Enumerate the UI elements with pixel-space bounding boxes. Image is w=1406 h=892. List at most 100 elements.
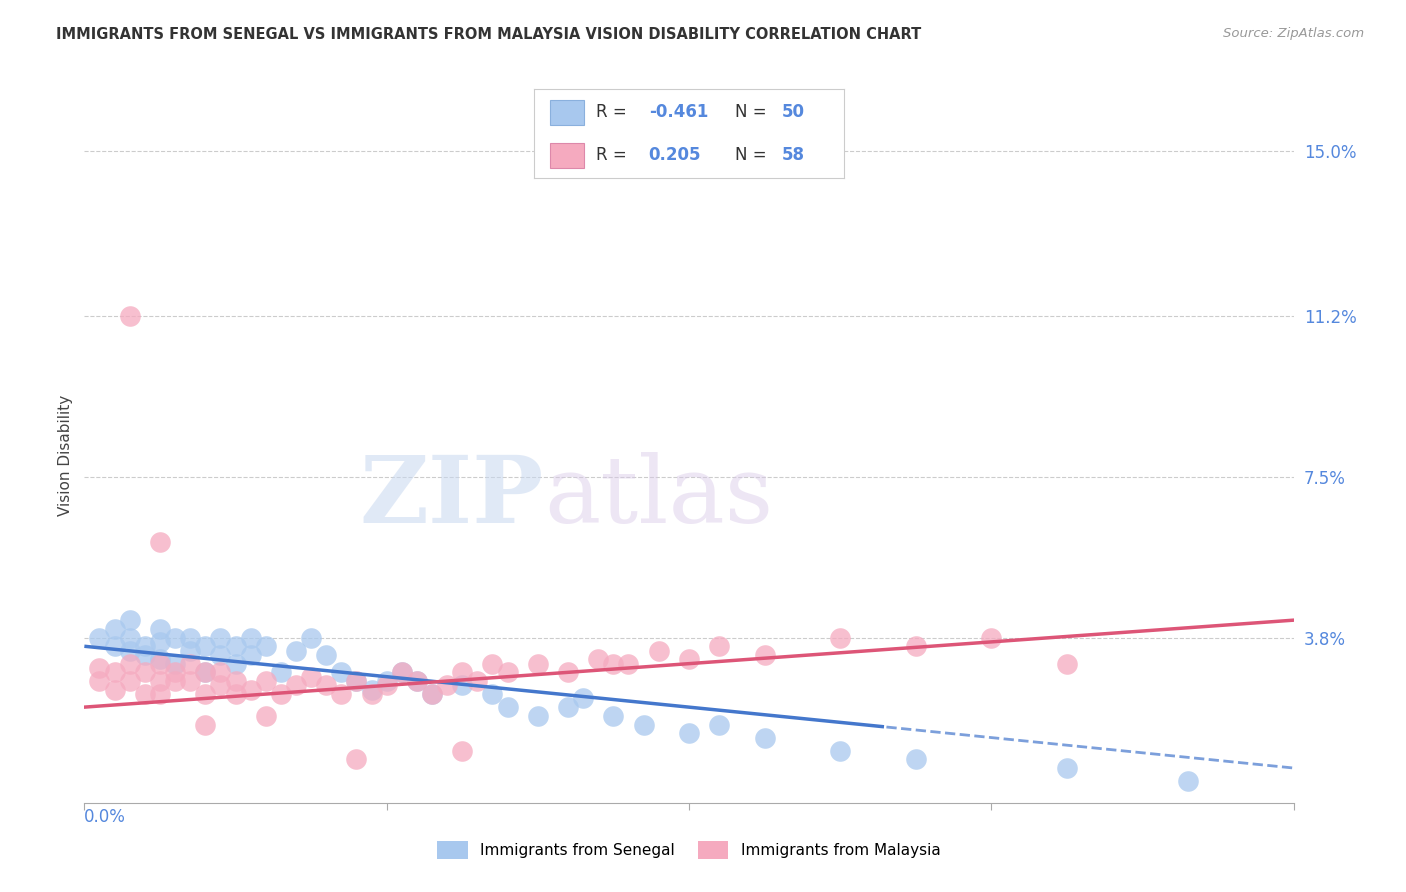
Point (406, 674, 429, 689)
Bar (550, 100, 583, 125)
Point (285, 678, 308, 692)
Point (149, 652, 172, 666)
Point (225, 657, 247, 671)
Point (209, 665, 232, 680)
Point (678, 726, 700, 740)
Text: 0.205: 0.205 (648, 146, 702, 164)
Point (89, 674, 111, 689)
Text: ZIP: ZIP (360, 451, 544, 541)
Point (330, 665, 353, 680)
Point (270, 687, 292, 701)
Point (420, 687, 443, 701)
Point (360, 682, 382, 697)
Point (179, 657, 201, 671)
Point (330, 687, 353, 701)
Text: R =: R = (596, 103, 633, 121)
Point (980, 631, 1002, 645)
Point (1056, 761, 1078, 775)
Point (225, 687, 247, 701)
Point (225, 674, 247, 689)
Text: Source: ZipAtlas.com: Source: ZipAtlas.com (1223, 27, 1364, 40)
Point (1177, 774, 1199, 789)
Point (134, 648, 156, 662)
Text: IMMIGRANTS FROM SENEGAL VS IMMIGRANTS FROM MALAYSIA VISION DISABILITY CORRELATIO: IMMIGRANTS FROM SENEGAL VS IMMIGRANTS FR… (56, 27, 921, 42)
Point (391, 665, 413, 680)
Point (194, 639, 217, 653)
Point (270, 665, 292, 680)
Point (239, 631, 262, 645)
Point (617, 657, 640, 671)
Text: 0.0%: 0.0% (84, 808, 127, 826)
Y-axis label: Vision Disability: Vision Disability (58, 394, 73, 516)
Point (315, 678, 337, 692)
Point (254, 674, 277, 689)
Text: 50: 50 (782, 103, 804, 121)
Point (118, 613, 141, 627)
Point (830, 744, 852, 758)
Point (165, 665, 187, 680)
Point (179, 643, 201, 657)
Point (346, 752, 368, 766)
Point (299, 670, 322, 684)
Point (194, 665, 217, 680)
Point (346, 674, 368, 689)
Point (904, 752, 927, 766)
Point (406, 674, 429, 689)
Point (134, 665, 156, 680)
Point (118, 657, 141, 671)
Point (165, 657, 187, 671)
Point (149, 622, 172, 636)
Point (104, 682, 127, 697)
Point (165, 631, 187, 645)
Text: 58: 58 (782, 146, 804, 164)
Point (104, 639, 127, 653)
Point (194, 687, 217, 701)
Point (134, 639, 156, 653)
Point (436, 678, 458, 692)
Point (149, 657, 172, 671)
Point (285, 643, 308, 657)
Text: N =: N = (735, 146, 772, 164)
Point (149, 635, 172, 649)
Point (104, 665, 127, 680)
Point (420, 687, 443, 701)
Point (648, 643, 671, 657)
Point (496, 665, 519, 680)
Point (481, 687, 503, 701)
Point (134, 687, 156, 701)
Point (346, 674, 368, 689)
Point (179, 631, 201, 645)
Point (678, 652, 700, 666)
Point (754, 648, 776, 662)
Point (527, 708, 550, 723)
Text: N =: N = (735, 103, 772, 121)
Point (391, 665, 413, 680)
Point (557, 700, 579, 714)
Text: -0.461: -0.461 (648, 103, 709, 121)
Point (118, 643, 141, 657)
Point (1056, 657, 1078, 671)
Point (194, 717, 217, 731)
Point (209, 631, 232, 645)
Point (496, 700, 519, 714)
Point (315, 648, 337, 662)
Point (149, 535, 172, 549)
Legend: Immigrants from Senegal, Immigrants from Malaysia: Immigrants from Senegal, Immigrants from… (432, 835, 946, 864)
Point (451, 744, 474, 758)
Point (225, 639, 247, 653)
Text: R =: R = (596, 146, 633, 164)
Point (375, 674, 398, 689)
Point (104, 622, 127, 636)
Point (375, 678, 398, 692)
Point (588, 652, 610, 666)
Point (451, 665, 474, 680)
Point (709, 639, 731, 653)
Point (754, 731, 776, 745)
Point (904, 639, 927, 653)
Point (89, 661, 111, 675)
Point (118, 309, 141, 323)
Point (830, 631, 852, 645)
Point (118, 674, 141, 689)
Point (165, 674, 187, 689)
Point (179, 674, 201, 689)
